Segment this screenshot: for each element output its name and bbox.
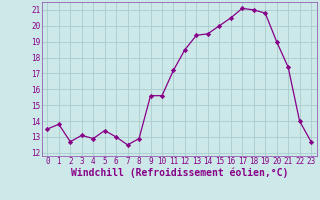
X-axis label: Windchill (Refroidissement éolien,°C): Windchill (Refroidissement éolien,°C) (70, 168, 288, 178)
